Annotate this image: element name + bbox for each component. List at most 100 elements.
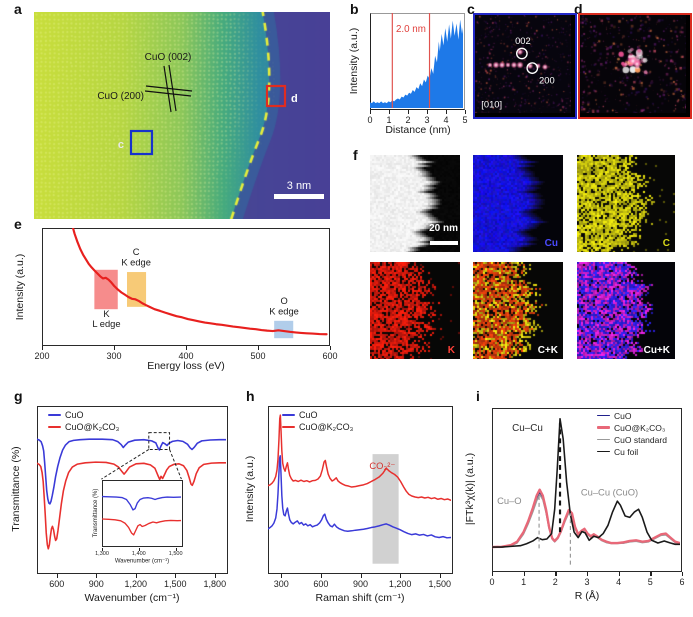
spot-circle-200 <box>526 62 539 74</box>
hrtem-overlay: CuO (002) CuO (200) c d 3 nm <box>97 52 324 199</box>
eds-scale-bar-label: 20 nm <box>429 223 458 234</box>
annotation: O <box>280 296 287 306</box>
tick-mark <box>492 572 494 576</box>
tick-label: 900 <box>352 579 369 589</box>
ftir-zoom-annotations <box>101 432 182 480</box>
eels-inset-map <box>268 231 330 288</box>
haadf-canvas <box>370 155 460 252</box>
tick-label: 1,500 <box>164 579 187 589</box>
series-cuo <box>37 438 226 505</box>
eds-map-label-cu: Cu <box>544 238 558 249</box>
eds-map-haadf: 20 nm <box>370 155 460 252</box>
panel-letter-f: f <box>353 147 358 163</box>
tick-mark <box>446 110 448 114</box>
exafs-plot: Cu–Cu Cu–O Cu–Cu (CuO) <box>492 408 682 572</box>
tick-mark <box>175 548 177 551</box>
tick-mark <box>42 346 44 350</box>
tick-mark <box>523 572 525 576</box>
exafs-xticks: 0 1 2 3 4 5 6 <box>489 572 685 590</box>
legend-item: CuO <box>597 410 667 421</box>
tick-label: 600 <box>322 351 338 361</box>
zoom-connector-line <box>101 449 150 480</box>
line-profile-xticks: 0 1 2 3 4 5 <box>367 110 468 128</box>
spot-circle-002 <box>515 47 528 60</box>
tick-label: 1,200 <box>124 579 148 589</box>
tick-label: 3 <box>424 115 430 125</box>
tick-mark <box>427 110 429 114</box>
series-cuo-k2co3 <box>102 518 181 536</box>
raman-legend: CuO CuO@K₂CO₃ <box>282 410 353 432</box>
legend-item: Cu foil <box>597 447 667 457</box>
tick-mark <box>408 110 410 114</box>
tick-label: 1,500 <box>168 551 183 557</box>
tick-mark <box>186 346 188 350</box>
panel-letter-i: i <box>476 388 480 404</box>
tick-label: 2 <box>405 115 411 125</box>
panel-letter-h: h <box>246 388 255 404</box>
legend-label: CuO <box>614 410 632 421</box>
eds-map-cuk: Cu+K <box>577 262 675 359</box>
line-profile-chart: 2.0 nm <box>370 13 463 108</box>
annotation: C <box>133 247 140 257</box>
tick-mark <box>175 574 177 578</box>
tick-mark <box>439 574 441 578</box>
ftir-chart <box>37 438 226 550</box>
tick-label: 1,300 <box>95 551 109 557</box>
tick-label: 900 <box>88 579 104 589</box>
ck-map-canvas <box>473 262 563 359</box>
tick-label: 1,400 <box>131 551 146 557</box>
legend-swatch <box>48 413 61 416</box>
lattice-guide-line <box>144 90 192 97</box>
label-plane-200: CuO (200) <box>97 91 144 102</box>
tick-label: 3 <box>584 577 590 587</box>
band <box>127 272 147 307</box>
tick-mark <box>320 574 323 578</box>
eds-map-label-c: C <box>662 238 670 249</box>
tick-label: 0 <box>489 577 495 587</box>
tick-mark <box>400 574 402 578</box>
label-plane-002: CuO (002) <box>145 52 192 63</box>
series-cuo-k2co3 <box>492 488 680 549</box>
annotation: K edge <box>121 258 151 268</box>
tick-mark <box>465 110 467 114</box>
zoom-region-box <box>148 432 171 450</box>
legend-label: CuO <box>65 409 84 420</box>
tick-label: 600 <box>49 579 65 589</box>
zoom-connector-line <box>169 449 182 480</box>
annotation: K edge <box>269 306 299 316</box>
ftir-inset-ylabel: Transmittance (%) <box>93 488 99 538</box>
raman-plot: CO₃²⁻ <box>268 406 453 574</box>
series-cuo-k2co3 <box>37 461 226 550</box>
fft-d-canvas <box>580 15 686 113</box>
tick-mark <box>370 110 372 114</box>
legend-swatch <box>597 450 610 453</box>
line-profile-ylabel: Intensity (a.u.) <box>348 27 360 95</box>
legend-item: CuO standard <box>597 435 667 445</box>
tick-mark <box>650 572 652 576</box>
tick-label: 400 <box>178 351 194 361</box>
roi-label-c: c <box>118 139 124 151</box>
series-cuo <box>102 495 181 511</box>
band <box>372 454 399 564</box>
ftir-xticks: 600 900 1,200 1,500 1,800 <box>37 574 228 592</box>
annotation: K <box>103 309 110 319</box>
ftir-ylabel: Transmittance (%) <box>10 446 22 532</box>
scale-bar <box>274 194 324 199</box>
tick-label: 4 <box>616 577 622 587</box>
legend-label: CuO@K₂CO₃ <box>65 421 120 432</box>
legend-swatch <box>597 426 610 429</box>
eds-map-k: K <box>370 262 460 359</box>
tick-mark <box>682 572 684 576</box>
eds-map-ck: C+K <box>473 262 563 359</box>
tick-mark <box>96 574 98 578</box>
legend-swatch <box>48 425 61 428</box>
eds-map-label-k: K <box>447 345 455 356</box>
exafs-ylabel: |FTk³χ(k)| (a.u.) <box>464 452 476 526</box>
lattice-guide-line <box>168 64 177 112</box>
scale-bar-label: 3 nm <box>287 180 311 192</box>
panel-letter-e: e <box>14 216 22 232</box>
series-cu-foil <box>492 417 680 548</box>
raman-xlabel: Raman shift (cm⁻¹) <box>315 592 405 604</box>
eds-map-c: C <box>577 155 675 252</box>
hrtem-image: CuO (002) CuO (200) c d 3 nm <box>34 12 330 219</box>
